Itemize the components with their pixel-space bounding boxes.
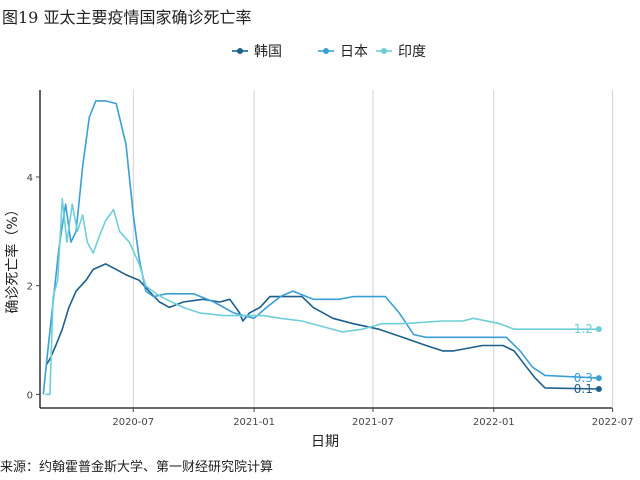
x-axis-label: 日期 xyxy=(311,434,339,450)
grid-lines xyxy=(132,90,614,408)
legend-key-point-2 xyxy=(381,48,387,54)
y-tick-label: 2 xyxy=(27,282,33,293)
x-tick-label: 2020-07 xyxy=(112,417,154,428)
page-title: 图19 亚太主要疫情国家确诊死亡率 xyxy=(2,8,252,27)
y-axis-ticks: 0 2 4 xyxy=(27,173,40,401)
series-lines xyxy=(42,100,599,396)
legend-key-point-1 xyxy=(323,48,329,54)
axes xyxy=(39,90,612,409)
y-tick-label: 4 xyxy=(27,173,33,184)
x-axis-ticks: 2020-07 2021-01 2021-07 2022-01 2022-07 xyxy=(112,408,634,428)
legend-label-2: 印度 xyxy=(398,44,426,60)
series-line-2 xyxy=(45,197,599,396)
series-line-0 xyxy=(45,263,599,390)
series-end-label-0: 0.1 xyxy=(574,382,593,396)
series-end-point-2 xyxy=(595,326,602,333)
y-tick-label: 0 xyxy=(27,390,33,401)
series-end-label-1: 0.3 xyxy=(574,371,593,385)
series-end-point-1 xyxy=(595,375,602,382)
series-line-1 xyxy=(42,100,599,395)
x-tick-label: 2022-07 xyxy=(592,417,634,428)
legend-label-1: 日本 xyxy=(340,44,368,60)
end-labels: 0.10.3 1.2 xyxy=(574,322,602,396)
x-tick-label: 2021-01 xyxy=(233,417,275,428)
series-end-point-0 xyxy=(595,385,602,392)
legend-label-0: 韩国 xyxy=(254,44,282,60)
source-note: 来源：约翰霍普金斯大学、第一财经研究院计算 xyxy=(0,460,274,475)
legend-key-point-0 xyxy=(237,48,243,54)
y-axis-label: 确诊死亡率（%） xyxy=(4,202,21,313)
series-end-label-2: 1.2 xyxy=(574,322,593,336)
x-tick-label: 2022-01 xyxy=(473,417,515,428)
x-tick-label: 2021-07 xyxy=(352,417,394,428)
legend: 韩国 日本 印度 xyxy=(232,44,426,60)
